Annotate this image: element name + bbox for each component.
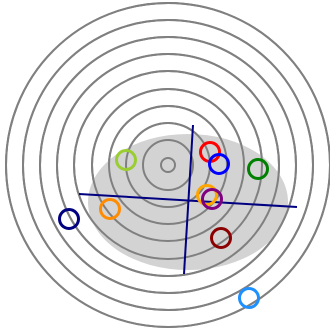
marker-orange-center xyxy=(196,184,218,206)
ring-7 xyxy=(39,36,297,294)
marker-purple xyxy=(201,188,223,210)
ring-1 xyxy=(142,139,194,191)
crosshair-axes xyxy=(78,124,298,275)
ring-6 xyxy=(56,53,280,277)
marker-blue xyxy=(208,153,230,175)
ring-5 xyxy=(73,70,263,260)
ring-8 xyxy=(22,19,314,311)
marker-dodgerblue xyxy=(238,287,260,309)
concentric-rings-overlay xyxy=(5,2,330,328)
marker-darkred xyxy=(210,227,232,249)
ring-markers xyxy=(58,141,269,309)
ring-4 xyxy=(91,88,245,242)
vertical-axis-line xyxy=(183,124,194,275)
marker-yellowgreen xyxy=(115,149,137,171)
ring-0 xyxy=(160,157,176,173)
marker-navy xyxy=(58,208,80,230)
marker-orange-left xyxy=(99,198,121,220)
marker-green xyxy=(247,158,269,180)
ring-9 xyxy=(5,2,330,328)
